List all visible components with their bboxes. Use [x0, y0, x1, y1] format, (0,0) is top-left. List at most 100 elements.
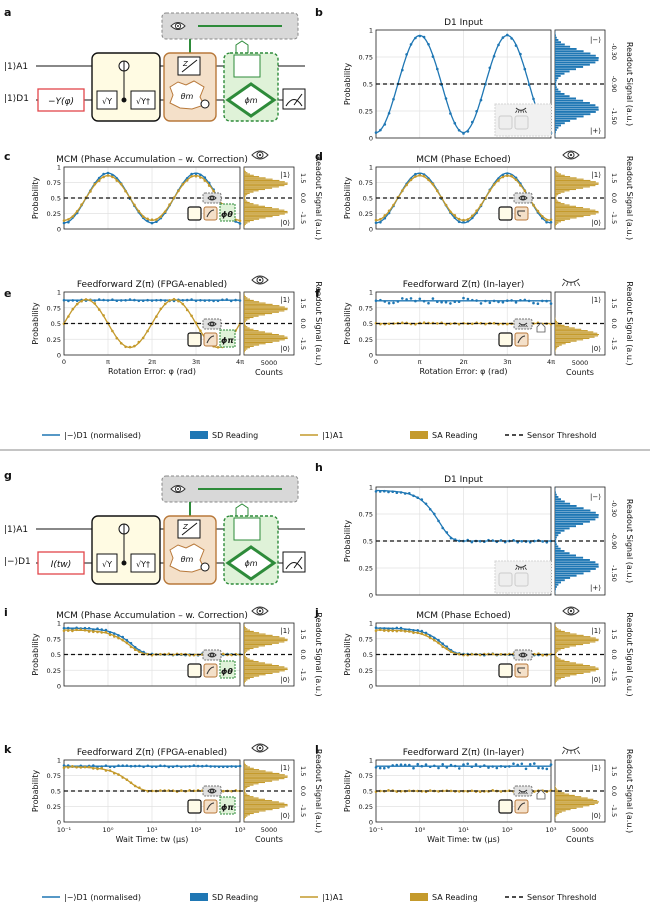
gate-glyph [495, 104, 551, 136]
histogram-bar [555, 321, 557, 322]
legend-label: Sensor Threshold [527, 893, 596, 902]
data-point [445, 97, 448, 100]
data-point [458, 129, 461, 132]
data-point [164, 303, 167, 306]
histogram-bar [244, 636, 279, 637]
eye-pupil [211, 790, 212, 791]
data-point [412, 629, 415, 632]
data-point [414, 300, 417, 303]
data-point [116, 179, 119, 182]
data-point [151, 218, 154, 221]
data-point [497, 301, 500, 304]
eyelash [577, 750, 579, 754]
histogram-bar [244, 666, 284, 667]
histogram-bar [555, 528, 570, 530]
histogram-bar [555, 800, 597, 801]
histogram-bar [244, 204, 259, 205]
data-point [201, 765, 204, 768]
readout-tick: -0.90 [610, 76, 618, 93]
legend-label: SD Reading [212, 431, 258, 440]
histogram-bar [555, 176, 570, 177]
histogram-bar [244, 674, 266, 675]
histogram-bar [555, 557, 583, 559]
histogram-bar [555, 341, 577, 342]
data-point [88, 766, 91, 769]
histogram-bar [555, 320, 556, 321]
data-point [416, 496, 419, 499]
data-point [147, 765, 150, 768]
data-point [226, 298, 229, 301]
histogram-bar [244, 175, 254, 176]
data-point [419, 174, 422, 177]
y-tick-label: 1 [369, 757, 373, 765]
histogram-bar [555, 180, 590, 181]
data-point [168, 766, 171, 769]
y-tick-label: 0.5 [51, 788, 61, 796]
eyelash [521, 792, 522, 794]
measure-box [515, 800, 528, 813]
ket-one-label: |1⟩ [591, 296, 601, 304]
histogram-bar [244, 225, 245, 226]
x-tick-label: 10³ [546, 826, 557, 834]
data-point [100, 767, 103, 770]
panel-title: Feedforward Z(π) (FPGA-enabled) [77, 748, 227, 758]
data-point [410, 297, 413, 300]
histogram-bar [555, 514, 599, 516]
data-point [383, 629, 386, 632]
y-tick-label: 0.25 [359, 108, 373, 116]
histogram-bar [555, 193, 561, 194]
data-point [105, 769, 108, 772]
y-tick-label: 0 [369, 683, 373, 691]
histogram-bar [555, 318, 556, 319]
histogram-bar [244, 339, 285, 340]
data-point [414, 175, 417, 178]
readout-tick: 0.0 [610, 649, 618, 659]
readout-axis-label: Readout Signal (a.u.) [625, 156, 634, 240]
data-point [96, 631, 99, 634]
eye-icon [208, 653, 216, 657]
histogram-bar [244, 816, 247, 817]
data-point [375, 629, 378, 632]
histogram-bar [555, 586, 557, 588]
circuit-bot: g|1⟩A1|−⟩D1 I(tw) √Y √Y†Zθm ϕm [4, 469, 305, 584]
histogram-bar [555, 570, 590, 572]
y-tick-label: 0.5 [363, 788, 373, 796]
histogram-bar [244, 308, 288, 309]
readout-tick: 1.5 [610, 173, 618, 183]
histogram-bar [244, 792, 246, 793]
histogram-bar [555, 68, 576, 70]
histogram-bar [555, 345, 562, 346]
data-point [239, 765, 242, 768]
data-point [533, 762, 536, 765]
histogram-bar [555, 648, 565, 649]
y-tick-label: 0.75 [359, 179, 373, 187]
z-label: Z [182, 523, 188, 531]
data-point [384, 214, 387, 217]
data-point [467, 130, 470, 133]
histogram-bar [555, 541, 556, 543]
data-point [519, 299, 522, 302]
histogram-bar [555, 203, 565, 204]
histogram-bar [555, 342, 571, 343]
data-point [190, 315, 193, 318]
data-point [204, 299, 207, 302]
histogram-bar [244, 299, 250, 300]
data-point [88, 627, 91, 630]
sqrt-y-dagger-label: √Y† [136, 560, 150, 569]
data-point [239, 219, 242, 222]
histogram-bar [244, 322, 245, 323]
data-point [199, 329, 202, 332]
histogram-bar [555, 681, 557, 682]
histogram-bar [555, 186, 590, 187]
data-point [550, 221, 553, 224]
data-point [487, 766, 490, 769]
histogram-bar [555, 338, 589, 339]
histogram-bar [244, 179, 273, 180]
histogram-bar [244, 634, 266, 635]
histogram-bar [244, 338, 288, 339]
data-point [480, 204, 483, 207]
data-point [384, 123, 387, 126]
histogram-bar [244, 790, 245, 791]
histogram-bar [244, 345, 259, 346]
ket-one-label: |1⟩ [591, 171, 601, 179]
